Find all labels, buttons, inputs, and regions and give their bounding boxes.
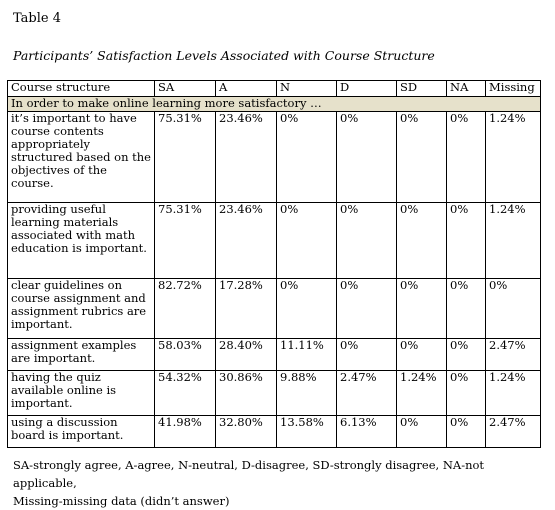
cell-d: 2.47% xyxy=(336,370,397,416)
cell-sa: 58.03% xyxy=(154,338,216,371)
footnote-line: SA-strongly agree, A-agree, N-neutral, D… xyxy=(13,458,485,490)
table-number: Table 4 xyxy=(13,11,61,26)
table-row: it’s important to have course contents a… xyxy=(7,111,541,203)
cell-d: 0% xyxy=(336,278,397,339)
cell-missing: 1.24% xyxy=(485,202,541,279)
cell-na: 0% xyxy=(446,202,486,279)
column-header-missing: Missing xyxy=(485,80,541,97)
column-header-sd: SD xyxy=(396,80,447,97)
row-statement: it’s important to have course contents a… xyxy=(7,111,155,203)
cell-na: 0% xyxy=(446,338,486,371)
cell-na: 0% xyxy=(446,370,486,416)
row-statement: using a discussion board is important. xyxy=(7,415,155,448)
cell-sa: 75.31% xyxy=(154,202,216,279)
table-row: having the quiz available online is impo… xyxy=(7,370,541,416)
cell-a: 28.40% xyxy=(215,338,277,371)
column-header-d: D xyxy=(336,80,397,97)
cell-missing: 0% xyxy=(485,278,541,339)
table-caption: Participants’ Satisfaction Levels Associ… xyxy=(13,48,435,63)
cell-n: 0% xyxy=(276,111,337,203)
cell-a: 17.28% xyxy=(215,278,277,339)
satisfaction-table: Course structure SA A N D SD NA Missing … xyxy=(7,80,541,448)
row-statement: providing useful learning materials asso… xyxy=(7,202,155,279)
cell-n: 13.58% xyxy=(276,415,337,448)
row-statement: assignment examples are important. xyxy=(7,338,155,371)
cell-sd: 0% xyxy=(396,415,447,448)
table-row: providing useful learning materials asso… xyxy=(7,202,541,279)
column-header-course-structure: Course structure xyxy=(7,80,155,97)
header-row: Course structure SA A N D SD NA Missing xyxy=(7,80,541,97)
cell-d: 0% xyxy=(336,338,397,371)
cell-n: 0% xyxy=(276,278,337,339)
cell-sd: 0% xyxy=(396,338,447,371)
cell-a: 30.86% xyxy=(215,370,277,416)
cell-sa: 82.72% xyxy=(154,278,216,339)
cell-n: 11.11% xyxy=(276,338,337,371)
cell-sd: 0% xyxy=(396,202,447,279)
footnote-line: Missing-missing data (didn’t answer) xyxy=(13,494,230,508)
cell-a: 32.80% xyxy=(215,415,277,448)
cell-na: 0% xyxy=(446,278,486,339)
cell-missing: 2.47% xyxy=(485,415,541,448)
cell-a: 23.46% xyxy=(215,111,277,203)
table-row: assignment examples are important. 58.03… xyxy=(7,338,541,371)
cell-missing: 1.24% xyxy=(485,370,541,416)
column-header-a: A xyxy=(215,80,277,97)
row-statement: having the quiz available online is impo… xyxy=(7,370,155,416)
cell-d: 0% xyxy=(336,202,397,279)
cell-sa: 54.32% xyxy=(154,370,216,416)
cell-missing: 1.24% xyxy=(485,111,541,203)
cell-sd: 0% xyxy=(396,278,447,339)
cell-n: 0% xyxy=(276,202,337,279)
cell-sd: 1.24% xyxy=(396,370,447,416)
cell-na: 0% xyxy=(446,415,486,448)
row-statement: clear guidelines on course assignment an… xyxy=(7,278,155,339)
cell-missing: 2.47% xyxy=(485,338,541,371)
section-row: In order to make online learning more sa… xyxy=(7,96,541,112)
cell-sa: 41.98% xyxy=(154,415,216,448)
table-row: using a discussion board is important. 4… xyxy=(7,415,541,448)
table-row: clear guidelines on course assignment an… xyxy=(7,278,541,339)
section-label: In order to make online learning more sa… xyxy=(7,96,541,112)
column-header-na: NA xyxy=(446,80,486,97)
cell-na: 0% xyxy=(446,111,486,203)
cell-sa: 75.31% xyxy=(154,111,216,203)
table-footnote: SA-strongly agree, A-agree, N-neutral, D… xyxy=(13,456,543,510)
column-header-sa: SA xyxy=(154,80,216,97)
cell-n: 9.88% xyxy=(276,370,337,416)
column-header-n: N xyxy=(276,80,337,97)
cell-sd: 0% xyxy=(396,111,447,203)
cell-d: 0% xyxy=(336,111,397,203)
cell-a: 23.46% xyxy=(215,202,277,279)
cell-d: 6.13% xyxy=(336,415,397,448)
